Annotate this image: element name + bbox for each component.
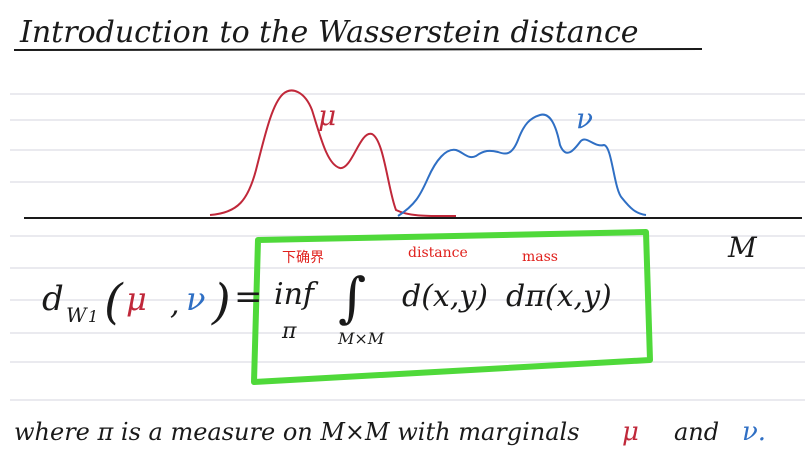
footer-and: and — [674, 418, 719, 446]
formula-equals: = — [234, 277, 263, 317]
mu-density-curve — [209, 89, 457, 218]
formula-nu: ν — [186, 280, 205, 318]
page-title: Introduction to the Wasserstein distance — [19, 15, 639, 50]
wasserstein-formula: d W 1 ( μ , ν ) = inf π ∫ M×M d(x,y) dπ(… — [42, 266, 612, 348]
formula-integral: ∫ — [338, 266, 366, 329]
annotation-mass: mass — [522, 249, 558, 265]
nu-label: ν — [576, 102, 593, 135]
mu-label: μ — [318, 99, 336, 132]
title-underline — [13, 48, 703, 51]
formula-measure-term: dπ(x,y) — [506, 279, 612, 314]
footer-nu: ν. — [742, 417, 766, 447]
formula-inf-subscript: π — [281, 319, 297, 344]
annotations: 下确界 distance mass — [282, 245, 558, 266]
formula-subscript-index: 1 — [88, 307, 98, 326]
formula-close-paren: ) — [211, 274, 231, 330]
footer-sentence: where π is a measure on M×M with margina… — [14, 417, 766, 447]
formula-integral-subscript: M×M — [337, 329, 385, 348]
annotation-distance: distance — [408, 245, 468, 261]
highlight-box — [251, 229, 653, 385]
formula-open-paren: ( — [104, 274, 124, 330]
formula-subscript-w: W — [66, 303, 88, 327]
space-m-label: M — [727, 231, 758, 264]
nu-density-curve — [397, 113, 647, 217]
formula-mu: μ — [126, 280, 147, 318]
formula-distance-term: d(x,y) — [402, 279, 488, 314]
formula-d: d — [42, 279, 64, 319]
formula-comma: , — [170, 287, 180, 322]
footer-prefix: where π is a measure on M×M with margina… — [14, 418, 580, 446]
annotation-infimum: 下确界 — [282, 250, 324, 266]
formula-inf: inf — [274, 277, 319, 312]
footer-mu: μ — [622, 417, 639, 447]
